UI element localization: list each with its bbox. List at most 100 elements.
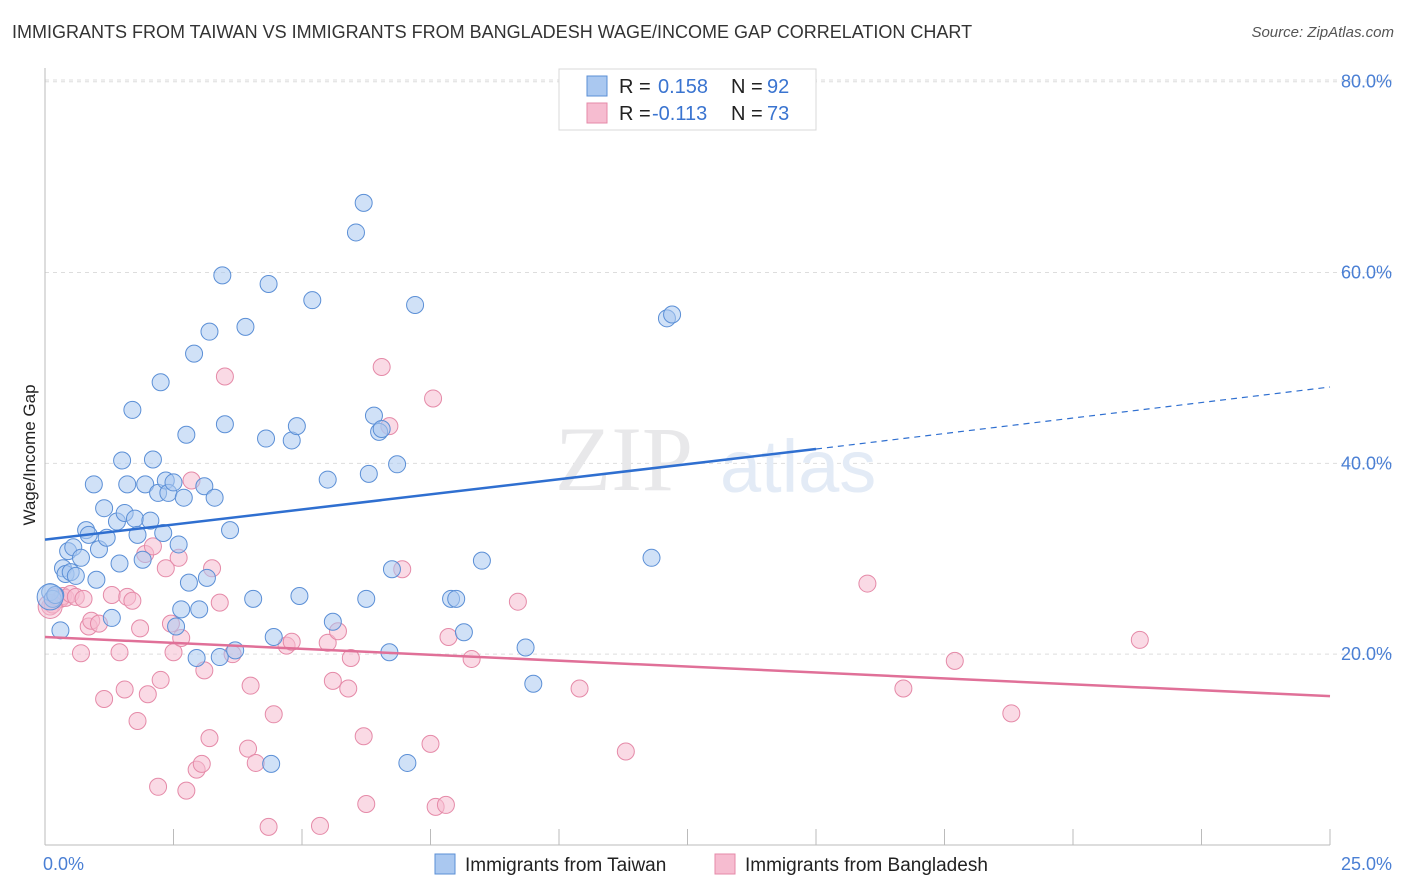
data-point-bangladesh <box>138 685 157 704</box>
data-point-taiwan <box>357 589 376 608</box>
data-point-bangladesh <box>264 705 283 724</box>
data-point-bangladesh <box>372 357 391 376</box>
data-point-taiwan <box>151 373 170 392</box>
series-taiwan-points <box>36 193 682 773</box>
y-tick-labels: 20.0% 40.0% 60.0% 80.0% <box>1341 72 1392 664</box>
data-point-taiwan <box>197 568 216 587</box>
data-point-bangladesh <box>123 591 142 610</box>
y-tick-label: 80.0% <box>1341 72 1392 92</box>
data-point-taiwan <box>36 583 64 611</box>
chart-source: Source: ZipAtlas.com <box>1251 24 1394 41</box>
trend-line-bangladesh <box>44 635 1331 698</box>
data-point-bangladesh <box>341 648 360 667</box>
legend-r-value-bangladesh: -0.113 <box>652 103 707 125</box>
data-point-bangladesh <box>115 680 134 699</box>
data-point-bangladesh <box>74 589 93 608</box>
bottom-legend: Immigrants from Taiwan Immigrants from B… <box>434 853 988 876</box>
axes <box>44 68 1331 846</box>
bottom-legend-taiwan: Immigrants from Taiwan <box>465 855 666 876</box>
data-point-taiwan <box>454 623 473 642</box>
data-point-taiwan <box>123 400 142 419</box>
data-point-taiwan <box>200 322 219 341</box>
data-point-bangladesh <box>439 627 458 646</box>
legend-swatch-bangladesh <box>586 102 608 124</box>
data-point-taiwan <box>264 627 283 646</box>
watermark-zip: ZIP <box>555 408 693 510</box>
data-point-taiwan <box>663 305 682 324</box>
data-point-taiwan <box>516 638 535 657</box>
legend-n-value-taiwan: 92 <box>767 76 789 98</box>
data-point-taiwan <box>110 554 129 573</box>
data-point-bangladesh <box>149 777 168 796</box>
data-point-taiwan <box>215 415 234 434</box>
data-point-taiwan <box>136 475 155 494</box>
x-tick-label: 0.0% <box>43 854 84 874</box>
data-point-bangladesh <box>282 632 301 651</box>
y-tick-label: 20.0% <box>1341 644 1392 664</box>
data-point-taiwan <box>259 274 278 293</box>
data-point-taiwan <box>195 477 214 496</box>
data-point-taiwan <box>346 223 365 242</box>
data-point-bangladesh <box>616 742 635 761</box>
data-point-bangladesh <box>339 679 358 698</box>
data-point-taiwan <box>187 648 206 667</box>
data-point-taiwan <box>244 589 263 608</box>
data-point-bangladesh <box>128 711 147 730</box>
data-point-taiwan <box>372 419 391 438</box>
data-point-bangladesh <box>210 593 229 612</box>
bottom-legend-swatch-bangladesh <box>714 853 736 875</box>
data-point-taiwan <box>190 600 209 619</box>
data-point-taiwan <box>154 523 173 542</box>
data-point-taiwan <box>359 464 378 483</box>
legend-n-label-taiwan: N = <box>731 76 763 98</box>
data-point-taiwan <box>388 455 407 474</box>
data-point-bangladesh <box>421 734 440 753</box>
data-point-taiwan <box>236 317 255 336</box>
data-point-bangladesh <box>894 679 913 698</box>
data-point-taiwan <box>303 291 322 310</box>
data-point-bangladesh <box>310 816 329 835</box>
data-point-taiwan <box>125 509 144 528</box>
data-point-bangladesh <box>239 739 258 758</box>
data-point-bangladesh <box>1130 630 1149 649</box>
data-point-taiwan <box>95 499 114 518</box>
data-point-taiwan <box>174 488 193 507</box>
data-point-taiwan <box>113 451 132 470</box>
bottom-legend-swatch-taiwan <box>434 853 456 875</box>
data-point-bangladesh <box>858 574 877 593</box>
data-point-taiwan <box>179 573 198 592</box>
data-point-taiwan <box>177 425 196 444</box>
data-point-bangladesh <box>424 389 443 408</box>
data-point-taiwan <box>210 648 229 667</box>
data-point-taiwan <box>84 475 103 494</box>
data-point-taiwan <box>164 473 183 492</box>
data-point-bangladesh <box>71 644 90 663</box>
data-point-taiwan <box>398 753 417 772</box>
data-point-bangladesh <box>177 781 196 800</box>
data-point-bangladesh <box>95 690 114 709</box>
data-point-taiwan <box>642 548 661 567</box>
legend-r-value-taiwan: 0.158 <box>658 76 708 98</box>
x-tick-label: 25.0% <box>1341 854 1392 874</box>
data-point-bangladesh <box>143 537 162 556</box>
data-point-taiwan <box>169 535 188 554</box>
data-point-bangladesh <box>323 671 342 690</box>
data-point-taiwan <box>71 548 90 567</box>
trend-line-taiwan-extension <box>815 386 1331 450</box>
data-point-taiwan <box>354 193 373 212</box>
data-point-taiwan <box>447 589 466 608</box>
data-point-taiwan <box>287 417 306 436</box>
trend-line-taiwan <box>44 447 817 541</box>
data-point-bangladesh <box>200 729 219 748</box>
data-point-taiwan <box>323 612 342 631</box>
data-point-taiwan <box>221 521 240 540</box>
data-point-taiwan <box>290 586 309 605</box>
legend-n-label-bangladesh: N = <box>731 103 763 125</box>
data-point-bangladesh <box>462 649 481 668</box>
data-point-bangladesh <box>151 670 170 689</box>
chart-title: IMMIGRANTS FROM TAIWAN VS IMMIGRANTS FRO… <box>12 22 973 42</box>
legend-r-label-bangladesh: R = <box>619 103 651 125</box>
data-point-taiwan <box>205 488 224 507</box>
data-point-taiwan <box>87 570 106 589</box>
